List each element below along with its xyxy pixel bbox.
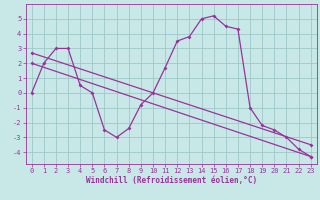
- X-axis label: Windchill (Refroidissement éolien,°C): Windchill (Refroidissement éolien,°C): [86, 176, 257, 185]
